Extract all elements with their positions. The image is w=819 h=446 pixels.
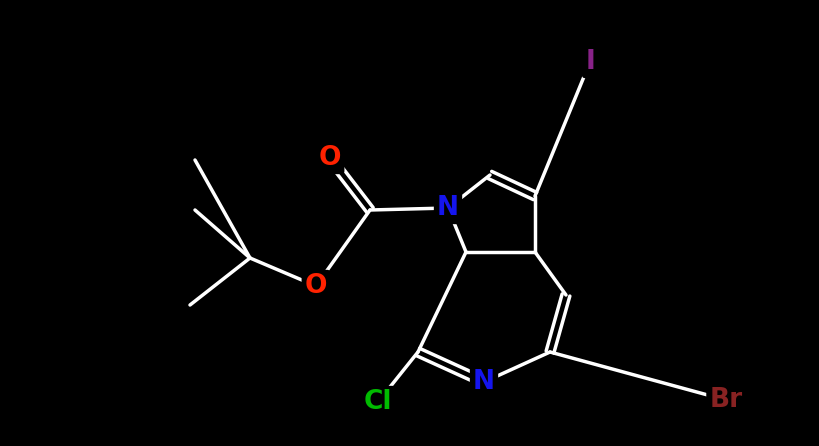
Text: O: O (305, 273, 328, 299)
Text: N: N (437, 195, 459, 221)
Text: Cl: Cl (364, 389, 392, 415)
Text: I: I (585, 49, 595, 75)
Text: O: O (319, 145, 342, 171)
Text: Br: Br (709, 387, 743, 413)
Text: N: N (473, 369, 495, 395)
